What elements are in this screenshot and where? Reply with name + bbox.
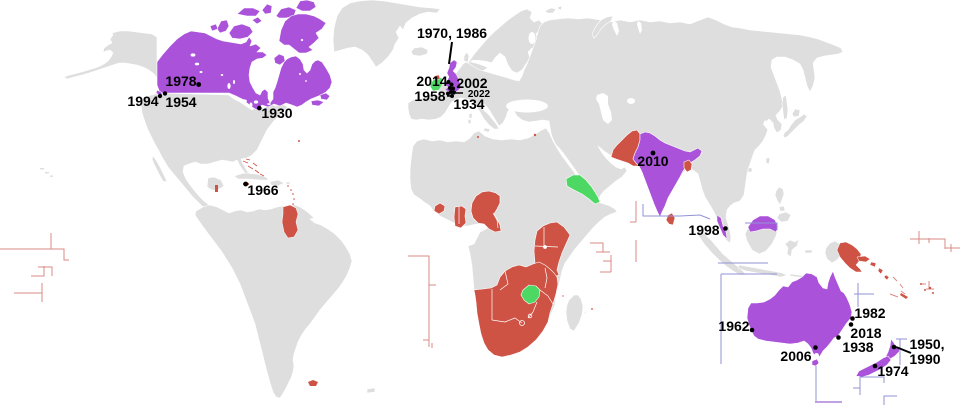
svg-text:1998: 1998 [688,222,719,238]
svg-text:1930: 1930 [261,105,292,121]
svg-text:2002: 2002 [456,75,487,91]
svg-text:1978: 1978 [165,73,196,89]
svg-text:2022: 2022 [468,89,491,100]
svg-text:2010: 2010 [637,153,668,169]
svg-text:1962: 1962 [718,318,749,334]
svg-text:2018: 2018 [850,325,881,341]
svg-text:1994: 1994 [127,93,158,109]
svg-text:1982: 1982 [854,305,885,321]
svg-text:1974: 1974 [877,363,908,379]
svg-text:1938: 1938 [842,339,873,355]
svg-text:1966: 1966 [247,182,278,198]
svg-text:1990: 1990 [909,351,940,367]
svg-text:1950,: 1950, [909,336,944,352]
svg-text:1958: 1958 [414,88,445,104]
svg-text:2014: 2014 [416,73,447,89]
svg-text:2006: 2006 [780,348,811,364]
svg-text:1934: 1934 [453,96,484,112]
svg-text:1970, 1986: 1970, 1986 [417,25,487,41]
svg-text:1954: 1954 [165,94,196,110]
